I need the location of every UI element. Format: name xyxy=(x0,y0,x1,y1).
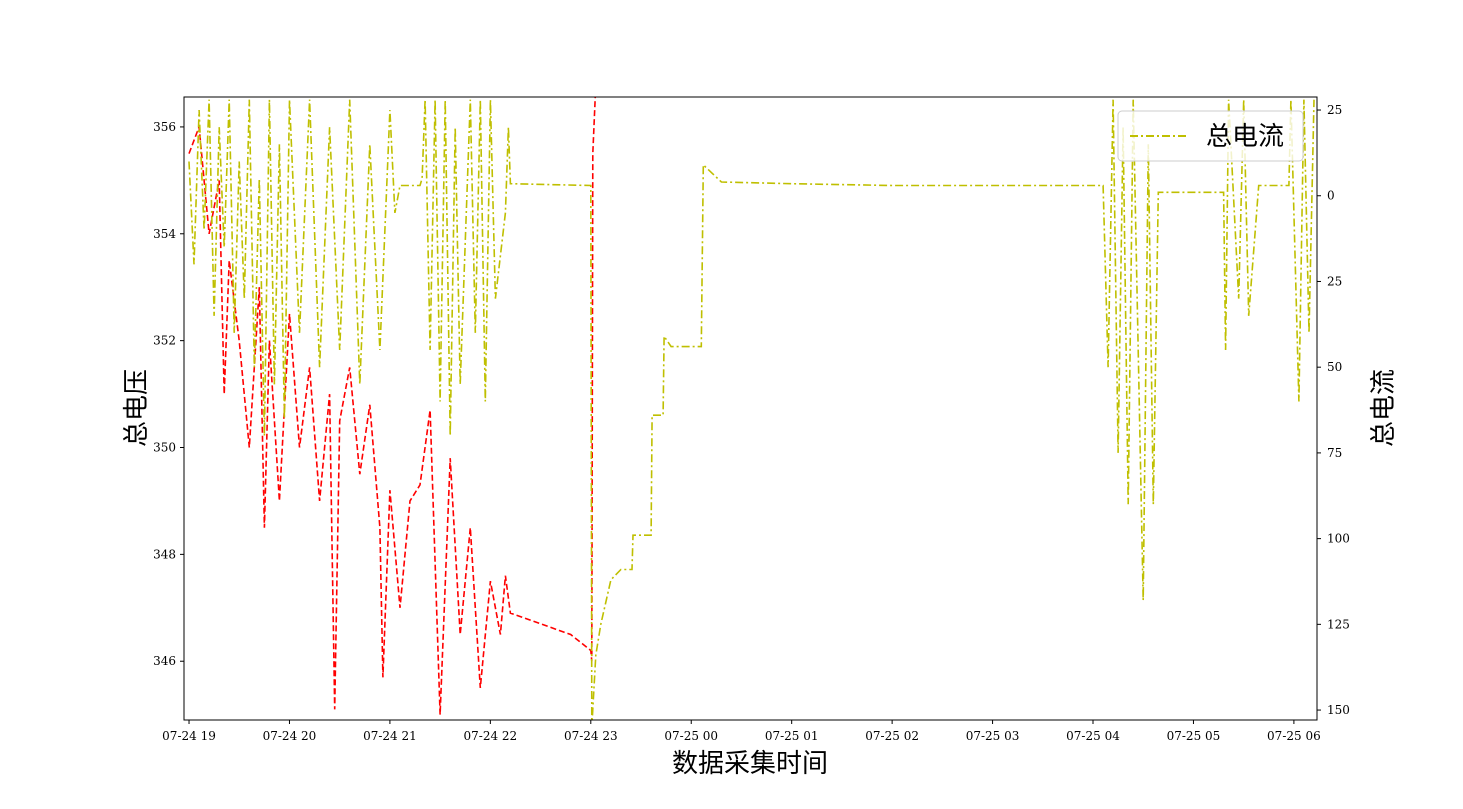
y-tick-label: 346 xyxy=(153,654,176,668)
y2-tick-label: 75 xyxy=(1327,446,1342,460)
x-tick-label: 07-25 00 xyxy=(664,729,718,743)
x-tick-label: 07-25 05 xyxy=(1167,729,1221,743)
x-tick-label: 07-25 04 xyxy=(1066,729,1120,743)
series-layer xyxy=(188,97,1315,720)
plot-frame xyxy=(183,96,1318,721)
y-tick-label: 352 xyxy=(153,334,176,348)
x-tick-label: 07-24 23 xyxy=(564,729,618,743)
x-axis-label: 数据采集时间 xyxy=(672,749,828,779)
legend-box xyxy=(1117,110,1304,162)
y-tick-label: 354 xyxy=(153,227,176,241)
y2-tick-label: 25 xyxy=(1327,103,1342,117)
y2-tick-label: 50 xyxy=(1327,360,1342,374)
legend-label: 总电流 xyxy=(1206,122,1284,152)
y2-axis-label: 总电流 xyxy=(1369,369,1399,447)
y2-tick-label: 150 xyxy=(1327,703,1350,717)
y-tick-label: 356 xyxy=(153,120,176,134)
y-axis-label: 总电压 xyxy=(122,369,152,447)
x-tick-label: 07-25 02 xyxy=(865,729,919,743)
x-tick-label: 07-25 01 xyxy=(765,729,819,743)
y-tick-label: 348 xyxy=(153,547,176,561)
x-tick-label: 07-24 20 xyxy=(263,729,317,743)
x-tick-label: 07-24 22 xyxy=(464,729,518,743)
x-tick-label: 07-24 19 xyxy=(162,729,216,743)
series-line xyxy=(188,97,597,715)
x-tick-label: 07-25 03 xyxy=(966,729,1020,743)
y2-tick-label: 125 xyxy=(1327,617,1350,631)
y-tick-label: 350 xyxy=(153,441,176,455)
x-tick-label: 07-24 21 xyxy=(363,729,417,743)
y2-tick-label: 100 xyxy=(1327,532,1350,546)
y2-tick-label: 25 xyxy=(1327,274,1342,288)
y2-tick-label: 0 xyxy=(1327,189,1335,203)
series-line xyxy=(188,99,1315,720)
x-tick-label: 07-25 06 xyxy=(1267,729,1321,743)
